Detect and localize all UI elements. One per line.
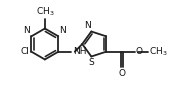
Text: CH$_3$: CH$_3$ <box>149 45 167 58</box>
Text: NH: NH <box>73 47 87 56</box>
Text: O: O <box>118 69 125 78</box>
Text: N: N <box>60 26 66 35</box>
Text: N: N <box>84 21 90 30</box>
Text: CH$_3$: CH$_3$ <box>35 6 54 18</box>
Text: N: N <box>24 26 30 35</box>
Text: S: S <box>89 58 94 67</box>
Text: Cl: Cl <box>21 47 30 56</box>
Text: O: O <box>136 47 143 56</box>
